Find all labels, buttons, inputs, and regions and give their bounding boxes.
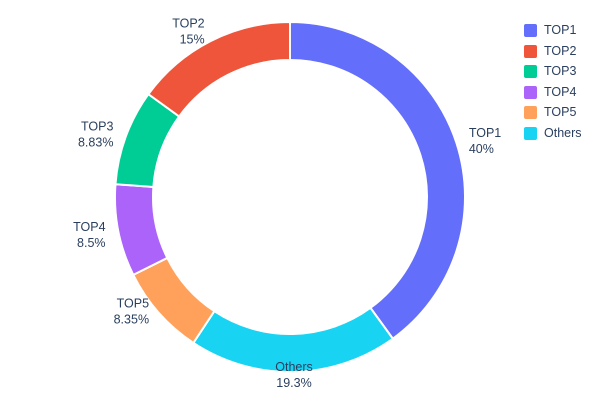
pie-slice-top4[interactable] xyxy=(114,183,169,277)
legend-label-top5: TOP5 xyxy=(544,105,577,119)
legend-swatch-top3 xyxy=(524,65,537,78)
slice-label-top3: TOP3 8.83% xyxy=(78,119,114,149)
legend-item-top4[interactable]: TOP4 xyxy=(524,84,582,99)
legend-label-others: Others xyxy=(544,125,582,140)
legend-swatch-top1 xyxy=(524,24,537,37)
slice-label-top5: TOP5 8.35% xyxy=(114,296,150,326)
legend-item-top3[interactable]: TOP3 xyxy=(524,65,582,78)
legend-swatch-others xyxy=(524,126,537,140)
legend-item-top1[interactable]: TOP1 xyxy=(524,24,582,37)
legend-item-others[interactable]: Others xyxy=(524,125,582,140)
legend-swatch-top5 xyxy=(524,106,537,119)
legend-label-top2: TOP2 xyxy=(544,43,577,58)
legend: TOP1 TOP2 TOP3 TOP4 TOP5 Others xyxy=(524,24,582,140)
legend-swatch-top4 xyxy=(524,85,537,99)
legend-item-top2[interactable]: TOP2 xyxy=(524,43,582,58)
legend-item-top5[interactable]: TOP5 xyxy=(524,106,582,119)
legend-label-top1: TOP1 xyxy=(544,23,577,37)
slice-label-top4: TOP4 8.5% xyxy=(73,220,105,250)
pie-slice-top1[interactable] xyxy=(289,20,466,341)
legend-label-top4: TOP4 xyxy=(544,84,577,99)
legend-swatch-top2 xyxy=(524,44,537,58)
pie-slice-top2[interactable] xyxy=(147,20,291,118)
legend-label-top3: TOP3 xyxy=(544,64,577,78)
slice-label-top1: TOP1 40% xyxy=(469,126,501,156)
slice-label-top2: TOP2 15% xyxy=(172,16,204,46)
slice-label-others: Others 19.3% xyxy=(275,360,313,390)
